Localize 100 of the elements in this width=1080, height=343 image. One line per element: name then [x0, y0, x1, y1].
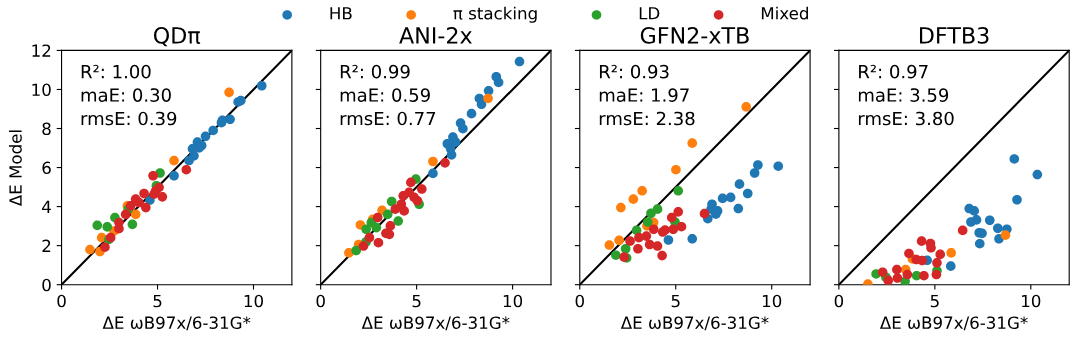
point: [734, 179, 745, 189]
point: [139, 188, 149, 199]
point: [673, 185, 684, 196]
point: [372, 212, 383, 223]
chart-title: DFTB3: [919, 26, 989, 44]
point: [648, 224, 659, 235]
x-axis-title: ΔE ωB97x/6-31G*: [879, 316, 1028, 331]
point: [85, 244, 95, 255]
y-axis-title: ΔE Model: [8, 130, 22, 207]
point: [742, 188, 753, 199]
annotation: maE: 0.59: [340, 88, 430, 102]
point: [398, 191, 409, 201]
x-tick-label: 0: [834, 294, 844, 308]
legend-label: LD: [639, 7, 660, 20]
point: [969, 206, 980, 216]
annotation: maE: 3.59: [858, 88, 949, 102]
point: [611, 250, 621, 261]
point: [412, 195, 423, 206]
point: [916, 236, 927, 246]
point: [100, 242, 110, 253]
point: [1000, 230, 1011, 240]
point: [984, 215, 995, 226]
point: [628, 194, 639, 204]
point: [892, 273, 903, 283]
annotation: rmsE: 3.80: [858, 111, 954, 126]
point: [351, 245, 361, 256]
legend-label: Mixed: [761, 6, 808, 20]
annotation: R²: 0.99: [340, 64, 410, 79]
point: [633, 243, 643, 254]
point: [646, 208, 656, 219]
x-tick-label: 10: [244, 294, 263, 308]
legend-label: HB: [330, 7, 352, 20]
point: [616, 202, 626, 213]
point: [717, 193, 728, 204]
x-tick-label: 10: [1022, 294, 1041, 308]
x-tick-label: 0: [575, 294, 584, 308]
annotation: maE: 1.97: [599, 88, 689, 102]
x-tick-label: 10: [762, 294, 782, 308]
point: [992, 223, 1003, 234]
x-tick-label: 0: [57, 294, 66, 308]
point: [946, 248, 956, 258]
point: [386, 196, 397, 207]
point: [957, 225, 968, 236]
point: [200, 131, 211, 142]
point: [120, 209, 131, 220]
point: [753, 160, 763, 170]
point: [1012, 194, 1022, 205]
point: [749, 168, 760, 178]
point: [892, 264, 902, 275]
point: [148, 170, 158, 181]
point: [476, 99, 487, 110]
point: [428, 168, 438, 179]
y-tick-label: 8: [42, 122, 51, 136]
x-tick-label: 5: [412, 294, 421, 308]
point: [668, 224, 679, 235]
x-tick-label: 0: [316, 294, 325, 308]
point: [428, 156, 438, 167]
y-tick-label: 6: [42, 161, 51, 175]
chart-title: GFN2-xTB: [640, 26, 749, 44]
point: [687, 138, 698, 148]
y-tick-label: 10: [32, 83, 51, 97]
point: [92, 220, 103, 231]
point: [417, 184, 427, 194]
point: [773, 161, 784, 171]
point: [364, 232, 375, 243]
point: [127, 219, 138, 230]
x-tick-label: 5: [671, 294, 680, 308]
point: [157, 192, 168, 202]
point: [130, 209, 141, 220]
y-tick-label: 12: [32, 44, 51, 57]
point: [406, 177, 416, 188]
annotation: maE: 0.30: [81, 88, 171, 102]
point: [361, 224, 371, 235]
point: [625, 236, 635, 246]
point: [917, 255, 927, 266]
annotation: R²: 1.00: [81, 64, 151, 79]
point: [458, 123, 468, 134]
point: [1009, 154, 1020, 164]
point: [466, 108, 477, 119]
annotation: rmsE: 0.39: [81, 111, 177, 126]
point: [932, 258, 942, 268]
point: [169, 155, 179, 166]
point: [514, 56, 525, 67]
point: [935, 249, 946, 260]
point: [446, 150, 457, 160]
point: [396, 199, 407, 210]
point: [181, 164, 192, 175]
point: [673, 207, 684, 217]
point: [974, 238, 985, 249]
point: [208, 125, 218, 136]
point: [637, 185, 647, 196]
point: [657, 250, 667, 261]
point: [652, 241, 663, 251]
point: [358, 241, 369, 251]
point: [644, 239, 655, 250]
point: [966, 217, 976, 227]
point: [493, 77, 504, 88]
point: [642, 217, 653, 227]
point: [931, 269, 942, 280]
point: [373, 237, 384, 248]
